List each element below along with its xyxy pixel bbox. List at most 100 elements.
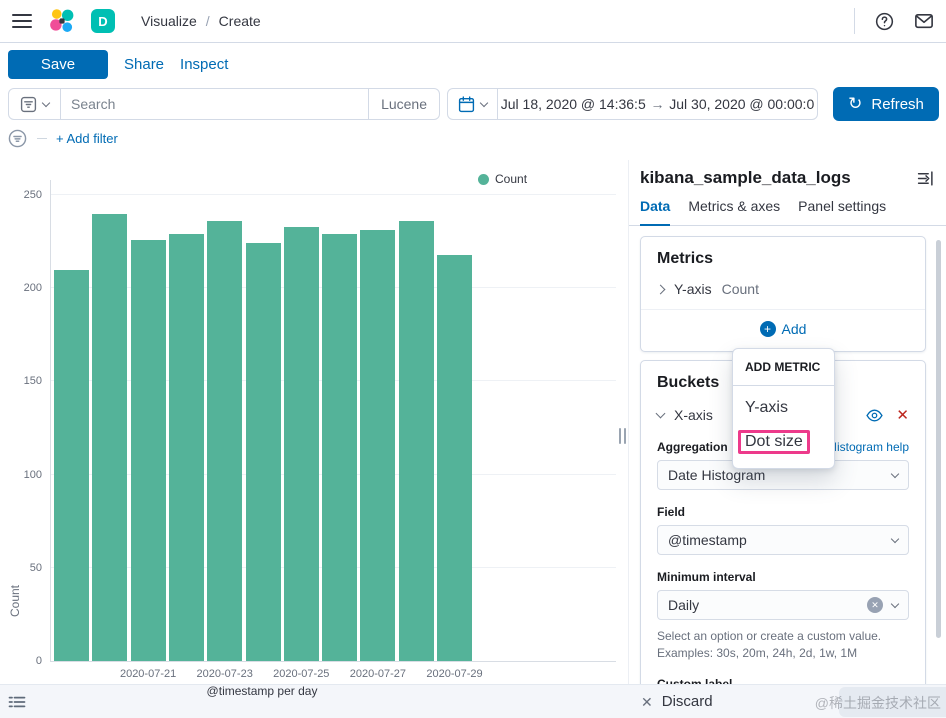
collapse-sidebar-button[interactable] (917, 170, 934, 187)
share-button[interactable]: Share (124, 56, 165, 73)
add-metric-popover: ADD METRIC Y-axis Dot size (732, 348, 835, 469)
divider (641, 309, 925, 310)
tab-metrics-axes[interactable]: Metrics & axes (688, 198, 781, 214)
breadcrumb-visualize[interactable]: Visualize (141, 13, 197, 29)
close-icon: ✕ (641, 693, 653, 710)
refresh-button[interactable]: ↻ Refresh (833, 87, 939, 121)
plus-circle-icon: + (759, 321, 776, 337)
eye-icon[interactable] (866, 407, 884, 424)
bar-2020-07-24[interactable] (245, 243, 281, 661)
bar-2020-07-28[interactable] (398, 221, 434, 661)
chevron-down-icon (890, 534, 900, 543)
y-tick-label: 50 (29, 561, 42, 574)
menu-icon[interactable] (12, 14, 32, 28)
y-tick-label: 100 (23, 468, 42, 481)
discard-label: Discard (661, 693, 713, 710)
interval-label-row: Minimum interval (657, 570, 909, 584)
y-tick-label: 150 (23, 375, 42, 388)
popover-option-dot-size[interactable]: Dot size (733, 425, 834, 459)
field-label-row: Field (657, 505, 909, 519)
x-tick-label: 2020-07-29 (426, 668, 483, 680)
popover-option-y-axis[interactable]: Y-axis (745, 399, 788, 416)
custom-label-row: Custom label (657, 677, 909, 684)
filter-icon[interactable] (8, 129, 27, 148)
chevron-down-icon (41, 98, 51, 107)
add-filter-link[interactable]: + Add filter (56, 131, 118, 146)
update-button-partial[interactable] (839, 687, 946, 717)
refresh-label: Refresh (871, 95, 924, 113)
bucket-row-actions: ✕ (866, 407, 909, 424)
search-input[interactable] (61, 96, 369, 112)
x-axis-title: @timestamp per day (206, 684, 318, 698)
bar-2020-07-29[interactable] (437, 254, 472, 661)
remove-bucket-icon[interactable]: ✕ (896, 406, 909, 424)
date-range-picker: Jul 18, 2020 @ 14:36:5 → Jul 30, 2020 @ … (447, 88, 818, 120)
refresh-icon: ↻ (848, 94, 863, 113)
help-button[interactable] (875, 12, 894, 31)
sidebar-header: kibana_sample_data_logs (629, 160, 946, 188)
newsfeed-icon (915, 13, 933, 29)
save-button[interactable]: Save (8, 50, 108, 79)
tab-panel-settings[interactable]: Panel settings (798, 198, 887, 214)
metrics-title: Metrics (657, 250, 714, 267)
field-select[interactable]: @timestamp (657, 525, 909, 555)
discard-button[interactable]: ✕ Discard (641, 685, 713, 718)
elastic-logo (50, 9, 74, 32)
interval-help-line-1: Select an option or create a custom valu… (657, 629, 882, 643)
bar-2020-07-25[interactable] (283, 226, 319, 661)
bar-chart: Count Count 0 50 100 150 200 250 2020-07-21 202… (0, 160, 628, 718)
top-navigation-bar: D Visualize / Create (0, 0, 946, 43)
x-tick-label: 2020-07-27 (349, 668, 407, 680)
y-tick-label: 250 (23, 189, 42, 201)
chevron-right-icon (655, 284, 666, 294)
clear-selection-icon[interactable]: ✕ (867, 597, 883, 613)
bar-2020-07-26[interactable] (322, 234, 358, 661)
bucket-label: X-axis (674, 407, 713, 423)
date-quick-select-button[interactable] (448, 89, 498, 119)
bar-2020-07-21[interactable] (130, 239, 166, 661)
y-tick-label: 0 (35, 655, 42, 667)
bar-2020-07-19[interactable] (54, 269, 89, 661)
field-value: @timestamp (668, 532, 747, 548)
scrollbar[interactable] (936, 240, 941, 638)
sidebar-tabs: Data Metrics & axes Panel settings (629, 188, 946, 226)
filter-bar: + Add filter (8, 129, 118, 148)
legend-swatch (478, 173, 489, 185)
panel-list-button[interactable] (7, 692, 27, 712)
field-label: Field (657, 505, 686, 519)
date-to[interactable]: Jul 30, 2020 @ 00:00:0 (669, 96, 815, 112)
bar-2020-07-22[interactable] (168, 234, 204, 661)
panel-list-icon (8, 696, 26, 708)
metric-label: Y-axis (674, 281, 712, 297)
space-badge[interactable]: D (91, 9, 115, 33)
chart-plot: 0 50 100 150 200 250 2020-07-21 2020-07-23 2020-… (24, 180, 616, 680)
watermark: @稀土掘金技术社区 (814, 695, 941, 711)
interval-help-line-2: Examples: 30s, 20m, 24h, 2d, 1w, 1M (657, 645, 858, 660)
x-tick-label: 2020-07-23 (196, 668, 253, 680)
x-tick-label: 2020-07-25 (273, 668, 330, 680)
metric-y-axis-accordion[interactable]: Y-axis Count (655, 279, 909, 299)
popover-title: ADD METRIC (733, 349, 834, 386)
interval-label: Minimum interval (657, 570, 756, 584)
add-metric-label: Add (781, 321, 807, 337)
bottom-bar: ✕ Discard @稀土掘金技术社区 (0, 684, 946, 718)
header-actions (854, 8, 934, 34)
bucket-x-axis-accordion[interactable]: X-axis ✕ (655, 405, 909, 425)
interval-value: Daily (668, 597, 700, 613)
resize-handle[interactable] (619, 428, 628, 444)
bar-2020-07-23[interactable] (207, 221, 243, 661)
minimum-interval-select[interactable]: Daily ✕ (657, 590, 909, 620)
help-icon (875, 12, 894, 30)
bar-2020-07-27[interactable] (360, 230, 396, 661)
saved-query-icon (20, 96, 37, 112)
legend-item-count[interactable]: Count (478, 172, 527, 186)
tab-data[interactable]: Data (640, 198, 671, 226)
inspect-button[interactable]: Inspect (180, 56, 229, 73)
bar-2020-07-20[interactable] (92, 213, 128, 661)
query-language-button[interactable]: Lucene (368, 89, 439, 119)
saved-query-menu-button[interactable] (9, 89, 61, 119)
date-from[interactable]: Jul 18, 2020 @ 14:36:5 (500, 96, 646, 112)
newsfeed-button[interactable] (914, 11, 934, 31)
add-metric-button[interactable]: + Add (657, 319, 909, 339)
